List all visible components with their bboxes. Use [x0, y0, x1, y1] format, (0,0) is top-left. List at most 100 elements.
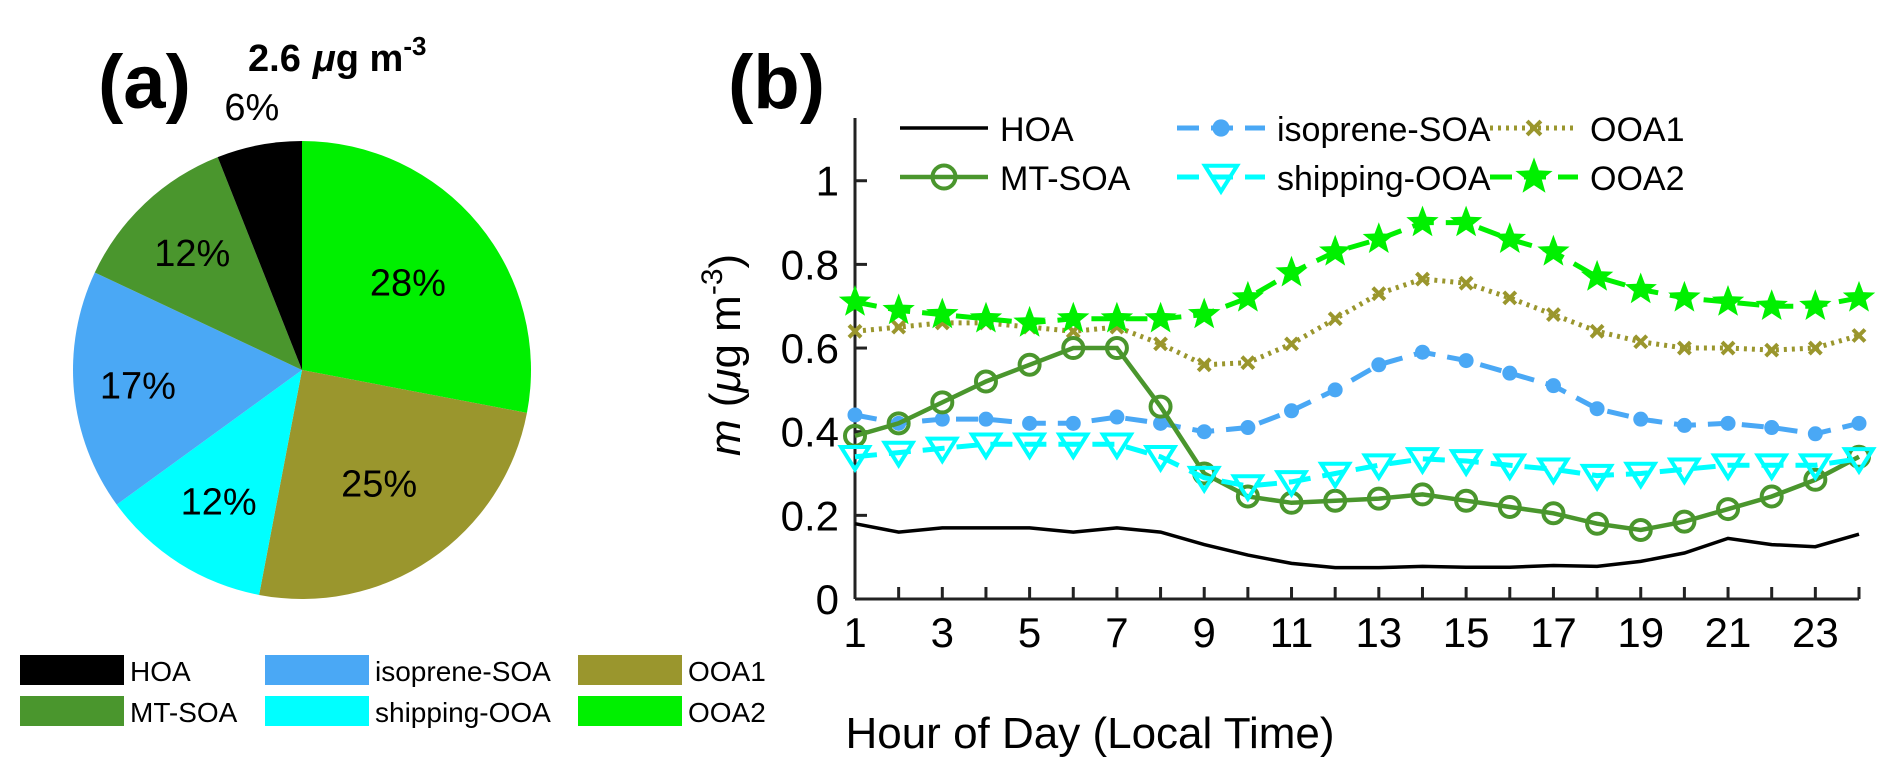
series-point-isoprene-soa: [1153, 415, 1169, 431]
x-tick-label: 1: [843, 609, 866, 656]
y-axis-label: m (μg m-3): [696, 254, 750, 456]
series-ooa2: [838, 205, 1876, 337]
series-point-shipping-ooa: [1404, 447, 1441, 476]
series-point-isoprene-soa: [847, 407, 863, 423]
series-point-mt-soa: [1104, 336, 1129, 361]
series-point-isoprene-soa: [978, 411, 994, 427]
pie-legend-swatch-hoa: [20, 655, 124, 685]
series-point-shipping-ooa: [1230, 474, 1266, 503]
pie-total-value: 2.6: [248, 38, 301, 80]
series-point-ooa2: [1624, 272, 1657, 304]
series-point-mt-soa: [1148, 394, 1173, 419]
pie-legend-swatch-ooa1: [578, 655, 682, 685]
y-tick-label: 0: [816, 576, 839, 623]
line-legend-label-mt-soa: MT-SOA: [1000, 160, 1131, 198]
series-point-ooa1: [891, 319, 907, 335]
series-point-shipping-ooa: [1535, 457, 1572, 486]
series-point-ooa2: [1275, 255, 1308, 287]
series-hoa: [854, 521, 1860, 570]
series-point-shipping-ooa: [1492, 453, 1528, 482]
line-legend-label-hoa: HOA: [1000, 111, 1074, 149]
series-point-ooa1: [847, 323, 863, 339]
series-point-isoprene-soa: [1851, 415, 1867, 431]
y-tick-label: 0.6: [781, 325, 839, 372]
series-point-ooa1: [1546, 307, 1561, 322]
series-point-mt-soa: [1497, 494, 1522, 519]
panel-b-line: (b) 00.20.40.60.811 3 5 7 9 11 13 15 17 19 21 23 HO…: [696, 40, 1877, 758]
pie-legend: HOA isoprene-SOA OOA1 MT-SOA shipping-OOA OOA…: [20, 655, 766, 728]
pie-total-label: 2.6 μg m-3: [248, 31, 426, 80]
series-point-isoprene-soa: [1589, 401, 1605, 417]
pie-slice-hoa: [217, 141, 302, 370]
pie-label-ooa1: 25%: [341, 464, 417, 506]
series-point-shipping-ooa: [1579, 463, 1615, 492]
line-legend-label-shipping-ooa: shipping-OOA: [1277, 160, 1491, 198]
x-axis-label: Hour of Day (Local Time): [845, 709, 1334, 758]
series-point-mt-soa: [1323, 488, 1348, 513]
pie-legend-swatch-mt-soa: [20, 696, 124, 726]
x-tick-label: 13: [1355, 609, 1402, 656]
x-tick-label: 9: [1193, 609, 1216, 656]
line-legend: HOA isoprene-SOA OOA1 MT-SOA shipping-OOA OOA…: [900, 111, 1684, 198]
pie-label-shipping-ooa: 12%: [181, 482, 257, 524]
series-line-ooa2: [854, 220, 1860, 326]
series-point-ooa1: [1153, 336, 1168, 352]
y-axis-label-open: (: [701, 392, 750, 419]
series-point-ooa1: [1807, 340, 1823, 356]
line-legend-label-ooa1: OOA1: [1590, 111, 1684, 149]
series-point-shipping-ooa: [1841, 447, 1877, 476]
series-point-shipping-ooa: [1797, 453, 1833, 482]
panel-b-label: (b): [728, 40, 825, 125]
line-legend-marker-shipping-ooa: [1201, 163, 1241, 196]
line-axes: 00.20.40.60.811 3 5 7 9 11 13 15 17 19 21 23: [781, 118, 1861, 656]
series-point-ooa2: [1668, 280, 1701, 312]
series-point-isoprene-soa: [1764, 420, 1780, 436]
series-point-shipping-ooa: [1012, 432, 1048, 461]
series-point-shipping-ooa: [1623, 461, 1659, 490]
series-point-ooa1: [1676, 340, 1692, 356]
series-point-mt-soa: [1061, 336, 1086, 361]
line-legend-marker-isoprene-soa: [1212, 119, 1230, 137]
pie-slices: [73, 141, 531, 599]
y-axis-label-mu: μ: [701, 369, 750, 394]
series-line-mt-soa: [854, 345, 1861, 533]
series-point-shipping-ooa: [1710, 453, 1746, 482]
series-point-mt-soa: [1366, 486, 1391, 511]
pie-slice-ooa1: [259, 370, 527, 599]
series-point-ooa2: [882, 293, 915, 325]
series-point-shipping-ooa: [1361, 453, 1397, 482]
series-point-mt-soa: [1410, 482, 1435, 507]
pie-legend-label-ooa2: OOA2: [688, 697, 766, 728]
x-tick-label: 15: [1443, 609, 1490, 656]
series-point-ooa2: [1493, 222, 1526, 253]
series-point-ooa1: [1633, 334, 1649, 350]
series-point-mt-soa: [1716, 497, 1741, 522]
series-point-isoprene-soa: [1676, 417, 1692, 433]
series-point-mt-soa: [973, 369, 998, 394]
x-tick-label: 23: [1792, 609, 1839, 656]
series-point-ooa1: [1284, 336, 1299, 352]
series-point-shipping-ooa: [1754, 453, 1790, 482]
pie-legend-label-shipping-ooa: shipping-OOA: [375, 697, 551, 728]
series-point-shipping-ooa: [881, 440, 917, 469]
panel-a-label: (a): [98, 40, 191, 125]
series-line-shipping-ooa: [854, 441, 1860, 489]
x-tick-label: 7: [1105, 609, 1128, 656]
series-point-ooa2: [1231, 280, 1264, 312]
series-point-ooa2: [1842, 280, 1876, 312]
series-point-shipping-ooa: [924, 436, 960, 465]
series-point-ooa1: [1240, 355, 1256, 371]
series-point-isoprene-soa: [1502, 365, 1518, 381]
x-tick-label: 3: [931, 609, 954, 656]
pie-slice-ooa2: [302, 141, 531, 413]
series-point-ooa1: [1589, 323, 1605, 339]
series-point-mt-soa: [1541, 501, 1566, 526]
series-point-mt-soa: [1454, 488, 1479, 513]
series-point-shipping-ooa: [1448, 449, 1484, 478]
series-point-isoprene-soa: [1371, 357, 1387, 373]
series-point-ooa2: [1537, 234, 1570, 266]
series-point-ooa2: [1057, 301, 1090, 333]
pie-slice-shipping-ooa: [116, 370, 303, 595]
series-point-shipping-ooa: [1142, 444, 1179, 474]
